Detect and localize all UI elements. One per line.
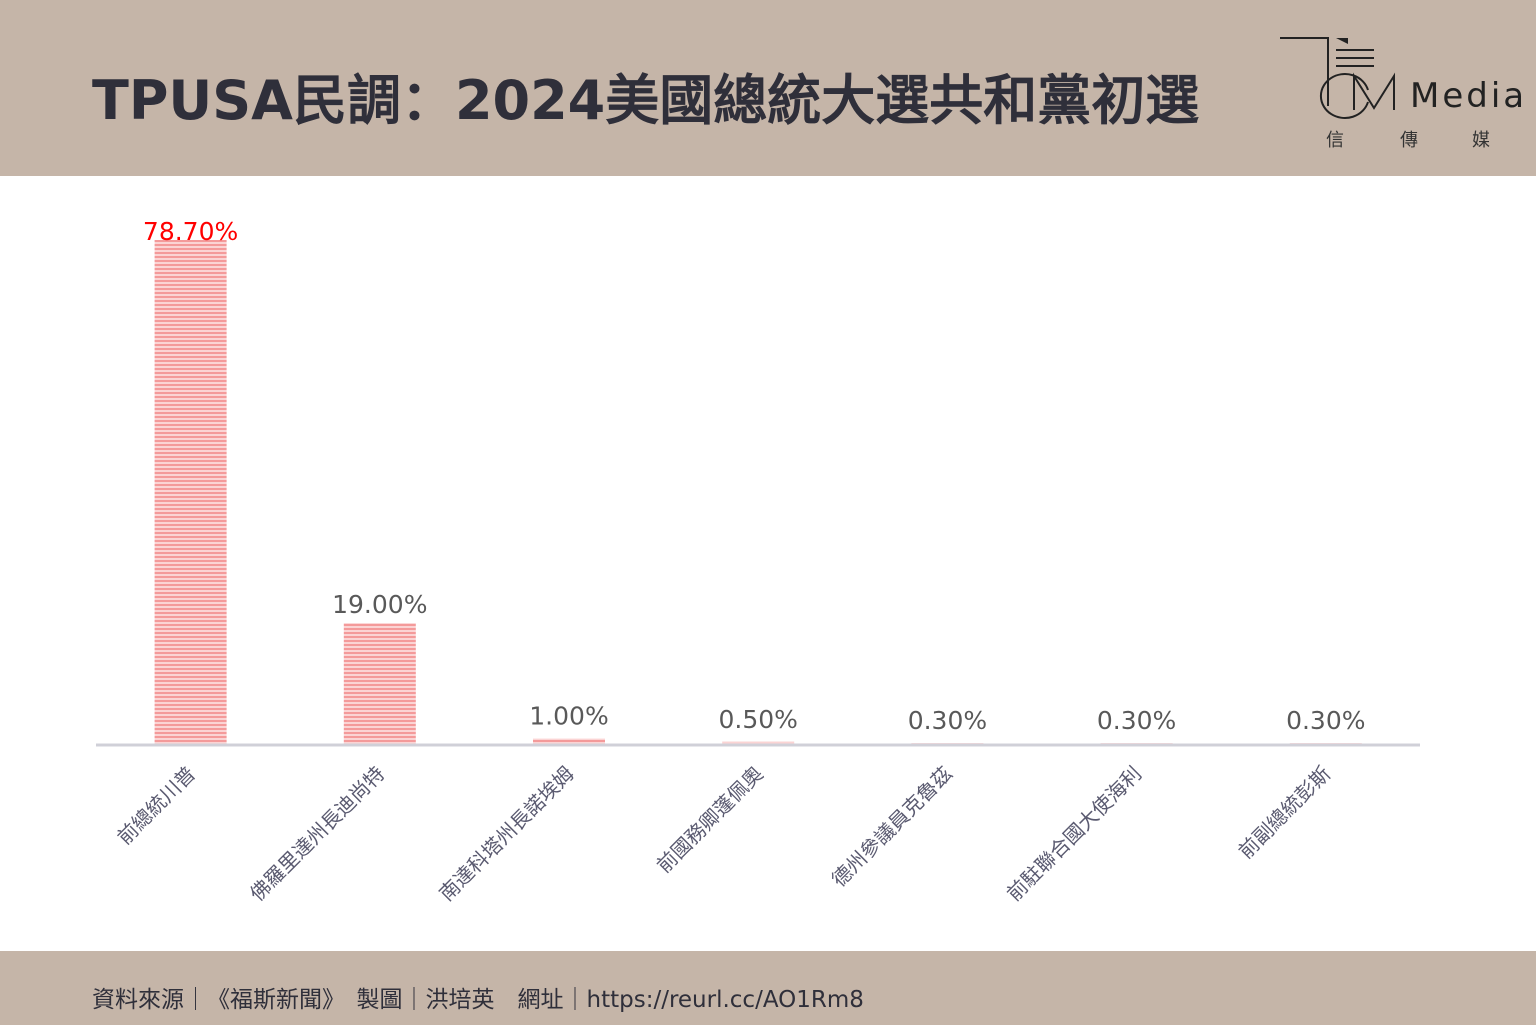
data-label: 0.30% xyxy=(1286,706,1365,735)
footer-source: 資料來源｜《福斯新聞》 製圖｜洪培英 網址｜https://reurl.cc/A… xyxy=(92,987,864,1013)
category-label: 前國務卿蓬佩奧 xyxy=(652,762,768,878)
data-label: 78.70% xyxy=(143,217,238,246)
category-label: 德州參議員克魯茲 xyxy=(827,762,957,892)
bar xyxy=(533,738,605,745)
logo-sub-1: 信 xyxy=(1326,130,1344,151)
category-label: 前總統川普 xyxy=(112,762,200,850)
page-title: TPUSA民調：2024美國總統大選共和黨初選 xyxy=(92,69,1200,132)
category-label: 南達科塔州長諾埃姆 xyxy=(434,762,578,906)
category-label: 佛羅里達州長迪尚特 xyxy=(245,762,389,906)
logo-mark-icon xyxy=(1280,37,1395,119)
bar xyxy=(343,623,416,745)
category-label: 前駐聯合國大使海利 xyxy=(1002,762,1146,906)
bar-chart: 78.70% 前總統川普 19.00% 佛羅里達州長迪尚特 1.00% 南達科塔州長諾埃姆… xyxy=(96,217,1420,906)
data-label: 19.00% xyxy=(332,590,427,619)
logo: Media 信 傳 媒 xyxy=(1276,34,1524,151)
header-band xyxy=(0,0,1536,176)
logo-sub-2: 傳 xyxy=(1400,130,1418,151)
logo-text: Media xyxy=(1410,76,1528,116)
logo-sub-3: 媒 xyxy=(1472,130,1490,151)
data-label: 1.00% xyxy=(529,702,608,731)
footer-band xyxy=(0,951,1536,1025)
data-label: 0.30% xyxy=(1097,706,1176,735)
data-label: 0.30% xyxy=(908,706,987,735)
category-label: 前副總統彭斯 xyxy=(1234,762,1336,864)
data-label: 0.50% xyxy=(718,705,797,734)
bar xyxy=(154,240,227,745)
bar xyxy=(722,741,795,745)
